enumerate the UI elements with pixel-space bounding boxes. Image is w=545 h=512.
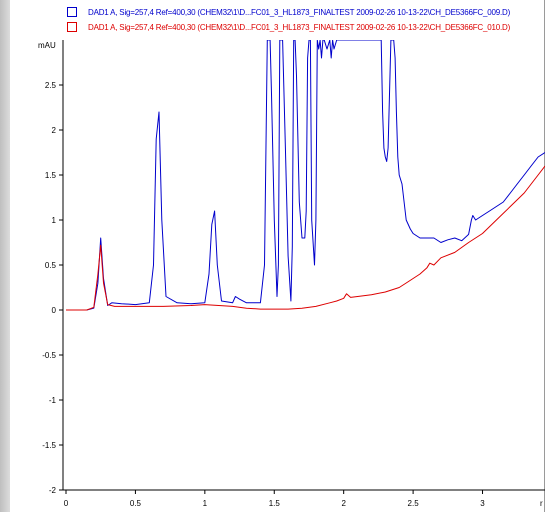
x-axis-unit-label: r bbox=[540, 499, 543, 508]
y-tick-label: -1.5 bbox=[42, 441, 56, 450]
x-ticks: 0 0.5 1 1.5 2 2.5 3 bbox=[64, 490, 485, 508]
x-tick-label: 0.5 bbox=[130, 499, 142, 508]
x-tick-label: 0 bbox=[64, 499, 69, 508]
legend-swatch-1 bbox=[67, 7, 77, 17]
y-axis-label: mAU bbox=[38, 41, 56, 50]
y-tick-label: 1 bbox=[52, 216, 57, 225]
y-tick-label: 2 bbox=[52, 126, 57, 135]
y-tick-label: -0.5 bbox=[42, 351, 56, 360]
x-tick-label: 2 bbox=[341, 499, 346, 508]
y-tick-label: 1.5 bbox=[45, 171, 57, 180]
chart-canvas bbox=[10, 0, 544, 512]
y-tick-label: 2.5 bbox=[45, 81, 57, 90]
x-tick-label: 2.5 bbox=[408, 499, 420, 508]
y-tick-label: -2 bbox=[49, 486, 57, 495]
y-tick-label: 0 bbox=[52, 306, 57, 315]
y-tick-label: -1 bbox=[49, 396, 57, 405]
window-frame-left bbox=[0, 0, 10, 512]
legend-entry-2[interactable]: DAD1 A, Sig=257,4 Ref=400,30 (CHEM32\1\D… bbox=[67, 21, 510, 33]
legend-label-1: DAD1 A, Sig=257,4 Ref=400,30 (CHEM32\1\D… bbox=[88, 7, 511, 17]
series-group bbox=[66, 40, 545, 311]
x-tick-label: 1 bbox=[203, 499, 208, 508]
y-ticks: -2 -1.5 -1 -0.5 0 0.5 1 1.5 2 2.5 bbox=[42, 81, 63, 495]
y-tick-label: 0.5 bbox=[45, 261, 57, 270]
legend-swatch-2 bbox=[67, 22, 77, 32]
legend-entry-1[interactable]: DAD1 A, Sig=257,4 Ref=400,30 (CHEM32\1\D… bbox=[67, 6, 510, 18]
x-tick-label: 3 bbox=[480, 499, 485, 508]
series-line-2 bbox=[66, 165, 545, 311]
series-line-1 bbox=[66, 40, 545, 311]
x-tick-label: 1.5 bbox=[269, 499, 281, 508]
legend-label-2: DAD1 A, Sig=257,4 Ref=400,30 (CHEM32\1\D… bbox=[88, 22, 511, 32]
